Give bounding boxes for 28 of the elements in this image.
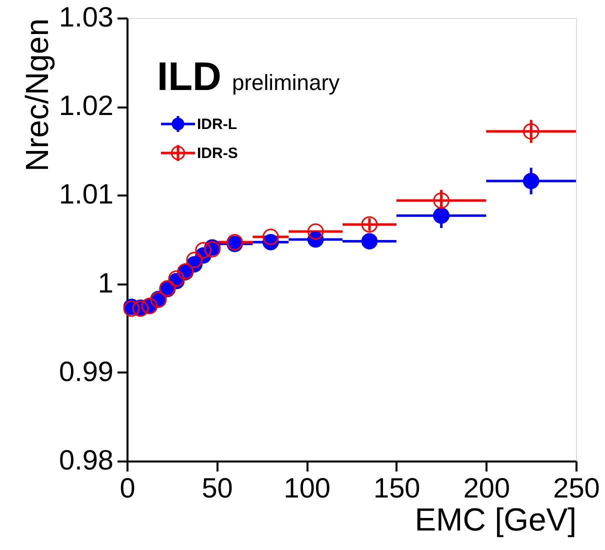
legend-label: IDR-L xyxy=(197,116,237,133)
point xyxy=(307,223,324,240)
point xyxy=(433,207,450,224)
point xyxy=(433,192,450,209)
point xyxy=(262,228,279,245)
y-tick-label: 1.02 xyxy=(59,90,114,122)
x-tick-label: 0 xyxy=(120,472,136,504)
point xyxy=(522,123,540,140)
point xyxy=(361,233,378,250)
y-tick-label: 0.98 xyxy=(59,444,114,476)
y-tick-label: 1.03 xyxy=(59,2,114,32)
point xyxy=(361,216,378,233)
y-tick-label: 0.99 xyxy=(59,356,114,387)
y-tick-label: 1.01 xyxy=(59,178,114,210)
x-tick-label: 100 xyxy=(284,472,330,504)
point xyxy=(522,172,540,190)
x-tick-label: 200 xyxy=(463,472,510,504)
legend-label: IDR-S xyxy=(197,145,238,162)
point xyxy=(195,242,212,258)
x-tick-label: 250 xyxy=(553,472,600,504)
y-tick-label: 1 xyxy=(98,267,114,298)
x-tick-label: 50 xyxy=(202,472,233,504)
point xyxy=(186,252,203,268)
y-axis-title: Nrec/Ngen xyxy=(19,18,56,172)
x-tick-label: 150 xyxy=(374,472,420,504)
annotation: preliminary xyxy=(232,70,340,95)
x-axis-title: EMC [GeV] xyxy=(414,502,576,538)
annotation: ILD xyxy=(157,55,222,99)
